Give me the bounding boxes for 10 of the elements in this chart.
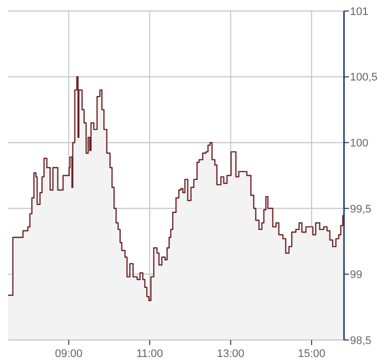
y-tick-label: 99 [350, 269, 362, 282]
y-tick-label: 99,5 [350, 203, 372, 216]
y-tick-label: 100,5 [350, 72, 378, 84]
x-tick-label: 15:00 [298, 348, 326, 360]
x-tick-label: 11:00 [136, 348, 164, 360]
y-tick-label: 98,5 [350, 334, 372, 347]
x-tick-label: 09:00 [54, 348, 82, 360]
y-tick-label: 100 [350, 137, 368, 150]
y-tick-label: 101 [350, 6, 368, 18]
x-tick-label: 13:00 [216, 348, 244, 360]
